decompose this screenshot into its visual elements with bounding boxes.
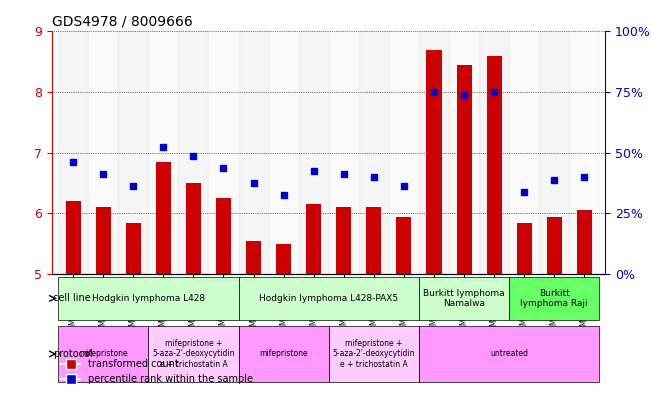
FancyBboxPatch shape (148, 326, 238, 382)
Bar (299, 31, 329, 274)
Bar (517, 222, 532, 274)
Bar (479, 31, 509, 274)
Bar (216, 198, 231, 274)
Text: mifepristone +
5-aza-2'-deoxycytidin
e + trichostatin A: mifepristone + 5-aza-2'-deoxycytidin e +… (333, 339, 415, 369)
Bar (449, 31, 479, 274)
Bar (577, 211, 592, 274)
Bar (178, 31, 208, 274)
Bar (329, 31, 359, 274)
Bar (66, 201, 81, 274)
Text: mifepristone +
5-aza-2'-deoxycytidin
e + trichostatin A: mifepristone + 5-aza-2'-deoxycytidin e +… (152, 339, 234, 369)
Bar (396, 217, 411, 274)
Bar (238, 31, 269, 274)
FancyBboxPatch shape (58, 277, 238, 320)
Bar (456, 65, 471, 274)
Bar (156, 162, 171, 274)
Text: untreated: untreated (490, 349, 528, 358)
Bar (367, 208, 381, 274)
Bar (539, 31, 570, 274)
FancyBboxPatch shape (419, 277, 509, 320)
Bar (118, 31, 148, 274)
Bar (509, 31, 539, 274)
FancyBboxPatch shape (509, 277, 600, 320)
FancyBboxPatch shape (58, 326, 148, 382)
Bar (96, 208, 111, 274)
Bar (148, 31, 178, 274)
Bar (359, 31, 389, 274)
Bar (246, 241, 261, 274)
Text: Burkitt
lymphoma Raji: Burkitt lymphoma Raji (521, 289, 588, 308)
Text: Burkitt lymphoma
Namalwa: Burkitt lymphoma Namalwa (423, 289, 505, 308)
FancyBboxPatch shape (329, 326, 419, 382)
Bar (269, 31, 299, 274)
Bar (306, 204, 321, 274)
Text: mifepristone: mifepristone (259, 349, 308, 358)
Text: mifepristone: mifepristone (79, 349, 128, 358)
Text: GDS4978 / 8009666: GDS4978 / 8009666 (52, 15, 193, 29)
Bar (487, 56, 502, 274)
Text: cell line: cell line (53, 294, 90, 303)
Text: Hodgkin lymphoma L428: Hodgkin lymphoma L428 (92, 294, 205, 303)
Legend: transformed count, percentile rank within the sample: transformed count, percentile rank withi… (57, 356, 257, 388)
Text: Hodgkin lymphoma L428-PAX5: Hodgkin lymphoma L428-PAX5 (259, 294, 398, 303)
FancyBboxPatch shape (238, 277, 419, 320)
Bar (208, 31, 238, 274)
Bar (570, 31, 600, 274)
Bar (88, 31, 118, 274)
Bar (337, 208, 352, 274)
Bar (58, 31, 88, 274)
Bar (547, 217, 562, 274)
FancyBboxPatch shape (419, 326, 600, 382)
Bar (186, 183, 201, 274)
Bar (389, 31, 419, 274)
Bar (276, 244, 291, 274)
Bar (126, 222, 141, 274)
FancyBboxPatch shape (238, 326, 329, 382)
Text: protocol: protocol (53, 349, 92, 359)
Bar (419, 31, 449, 274)
Bar (426, 50, 441, 274)
